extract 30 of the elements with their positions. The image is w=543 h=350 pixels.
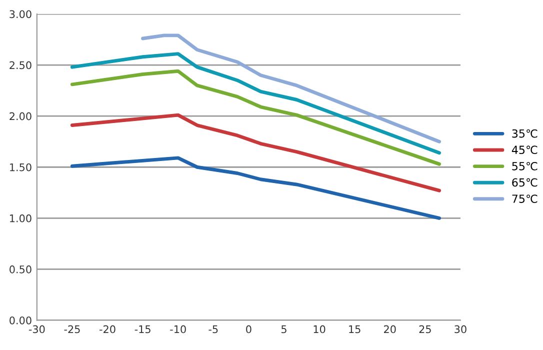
x-tick-label: -30 xyxy=(28,325,45,334)
x-tick-label: -25 xyxy=(64,325,80,334)
y-tick-label: 1.00 xyxy=(10,214,32,222)
x-tick-label: -5 xyxy=(208,325,218,334)
y-tick-label: 0.50 xyxy=(10,265,32,274)
legend-label: 35℃ xyxy=(512,129,538,138)
line-series xyxy=(70,113,442,192)
x-tick-label: 5 xyxy=(281,325,286,334)
y-tick-label: 3.00 xyxy=(10,10,32,18)
legend-label: 55℃ xyxy=(512,162,538,170)
line-series xyxy=(70,156,442,220)
legend-label: 65℃ xyxy=(512,178,538,187)
line-series xyxy=(70,52,442,155)
x-tick-label: 10 xyxy=(314,325,326,334)
line-series xyxy=(70,69,442,166)
x-tick-label: 30 xyxy=(454,325,466,334)
legend-label: 75℃ xyxy=(512,194,538,203)
y-tick-label: 1.50 xyxy=(10,163,32,172)
y-tick-label: 2.00 xyxy=(10,112,32,120)
x-tick-label: -10 xyxy=(170,325,186,334)
x-tick-label: -20 xyxy=(100,325,116,334)
y-tick-label: 0.00 xyxy=(10,316,32,324)
line-series xyxy=(141,34,442,144)
x-tick-label: 15 xyxy=(349,325,360,334)
x-tick-label: 0 xyxy=(246,325,252,334)
x-tick-label: 25 xyxy=(419,325,431,334)
y-tick-label: 2.50 xyxy=(10,61,32,70)
x-tick-label: 20 xyxy=(384,325,396,334)
legend-label: 45℃ xyxy=(512,146,538,154)
x-tick-label: -15 xyxy=(134,325,150,334)
